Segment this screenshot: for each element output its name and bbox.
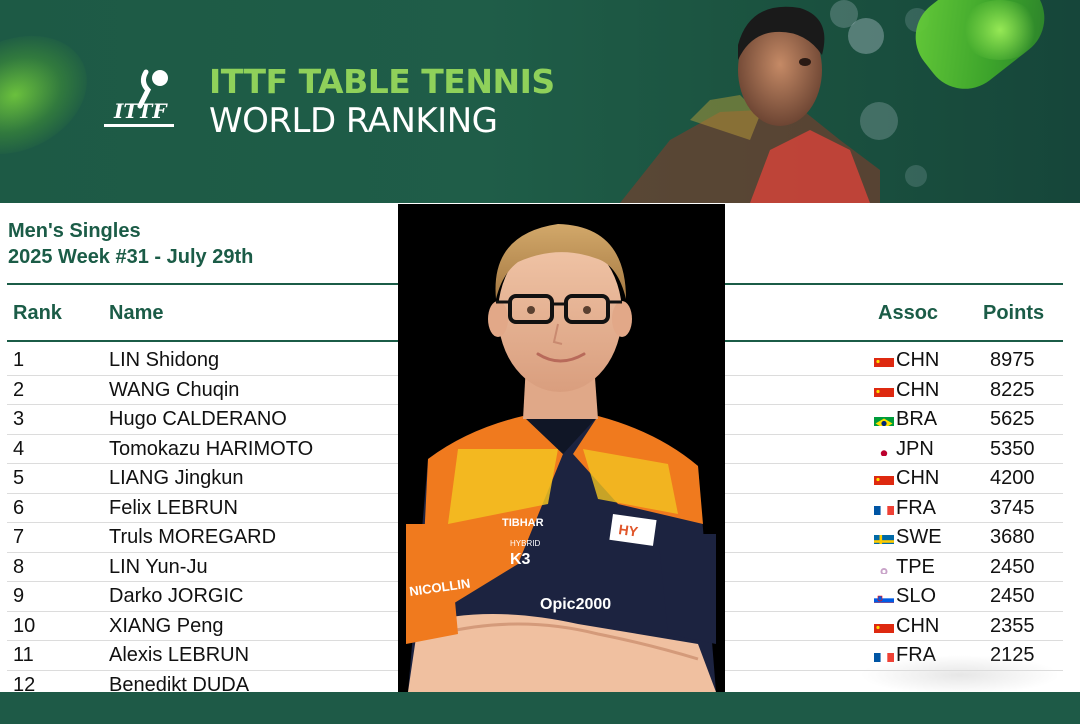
row-rank: 8 [13,555,25,578]
row-points: 5350 [990,437,1035,460]
row-points: 5625 [990,408,1035,430]
row-rank: 2 [13,378,25,401]
row-player-name: WANG Chuqin [109,378,240,401]
row-assoc: FRA [874,497,936,520]
footer-bar [0,692,1080,724]
header-points: Points [983,302,1045,324]
header-rank: Rank [13,302,62,324]
jpn-flag-icon [874,443,894,456]
slo-flag-icon [874,590,894,603]
row-assoc: SLO [874,585,936,608]
header-assoc: Assoc [878,302,939,324]
ittf-logo-icon: ITTF [104,69,174,127]
swe-flag-icon [874,531,894,544]
bokeh-circle [848,18,884,54]
row-assoc-code: CHN [896,378,940,401]
bra-flag-icon [874,413,894,426]
row-assoc-code: CHN [896,467,940,489]
row-player-name: Benedikt DUDA [109,673,250,696]
header-name: Name [109,302,164,324]
logo-text: ITTF [113,99,168,123]
shirt-sponsor-hy: HY [618,521,640,540]
row-player-name: LIN Yun-Ju [109,555,208,578]
row-assoc: CHN [874,349,939,372]
shirt-text-hybrid: HYBRID [510,539,540,548]
ranking-category: Men's Singles [8,220,141,242]
banner-title-line2: WORLD RANKING [209,101,498,141]
row-assoc-code: TPE [896,555,935,578]
row-player-name: XIANG Peng [109,614,224,637]
row-points: 3680 [990,526,1035,548]
row-assoc-code: BRA [896,408,938,430]
banner-player-photo [620,6,880,203]
bokeh-circle [905,165,927,187]
bokeh-circle [830,0,858,28]
row-player-name: LIANG Jingkun [109,467,244,489]
row-rank: 11 [13,644,34,666]
row-points: 8975 [990,349,1035,371]
chn-flag-icon [874,354,894,367]
row-assoc: CHN [874,467,939,490]
chn-flag-icon [874,384,894,397]
tpe-flag-icon [874,561,894,574]
background-smudge [860,655,1060,695]
row-assoc-code: CHN [896,349,940,371]
row-assoc-code: FRA [896,496,936,519]
fra-flag-icon [874,502,894,515]
row-player-name: Tomokazu HARIMOTO [109,437,314,460]
player-illustration: TIBHAR HYBRID K3 NICOLLIN Opic2000 HY [406,224,716,692]
row-player-name: Darko JORGIC [109,585,244,607]
row-rank: 5 [13,467,25,489]
row-rank: 4 [13,437,25,460]
row-points: 2450 [990,555,1035,578]
banner-glow-left [0,13,107,177]
row-points: 2355 [990,614,1035,637]
row-points: 8225 [990,378,1035,401]
row-assoc: SWE [874,526,942,549]
ranking-subtitle: Men's Singles 2025 Week #31 - July 29th [8,218,253,270]
row-player-name: Felix LEBRUN [109,496,238,519]
banner-glow-right-highlight [960,0,1040,60]
row-rank: 6 [13,496,25,519]
shirt-sponsor-opic: Opic2000 [540,596,611,613]
shirt-text-k3: K3 [510,551,531,568]
row-points: 3745 [990,496,1035,519]
row-rank: 7 [13,526,25,548]
row-assoc-code: CHN [896,614,940,637]
row-assoc-code: SWE [896,526,942,548]
row-assoc: BRA [874,408,937,431]
row-player-name: Truls MOREGARD [109,526,277,548]
banner-title-line1: ITTF TABLE TENNIS [209,62,555,101]
row-rank: 10 [13,614,36,637]
ranking-banner: ITTF ITTF TABLE TENNIS WORLD RANKING [0,0,1080,203]
row-rank: 1 [13,349,25,371]
row-player-name: Hugo CALDERANO [109,408,287,430]
row-assoc: JPN [874,438,934,461]
row-assoc: CHN [874,615,939,638]
row-points: 4200 [990,467,1035,489]
shirt-sponsor-tibhar: TIBHAR [502,517,544,529]
ranking-week: 2025 Week #31 - July 29th [8,246,254,268]
chn-flag-icon [874,620,894,633]
row-rank: 3 [13,408,25,430]
row-assoc-code: JPN [896,437,934,460]
row-assoc: CHN [874,379,939,402]
row-player-name: Alexis LEBRUN [109,644,250,666]
row-rank: 12 [13,673,36,696]
row-points: 2450 [990,585,1035,607]
chn-flag-icon [874,472,894,485]
row-player-name: LIN Shidong [109,349,220,371]
row-assoc: TPE [874,556,935,579]
row-assoc-code: SLO [896,585,937,607]
bokeh-circle [860,102,898,140]
player-photo: TIBHAR HYBRID K3 NICOLLIN Opic2000 HY [398,204,725,692]
row-rank: 9 [13,585,25,607]
